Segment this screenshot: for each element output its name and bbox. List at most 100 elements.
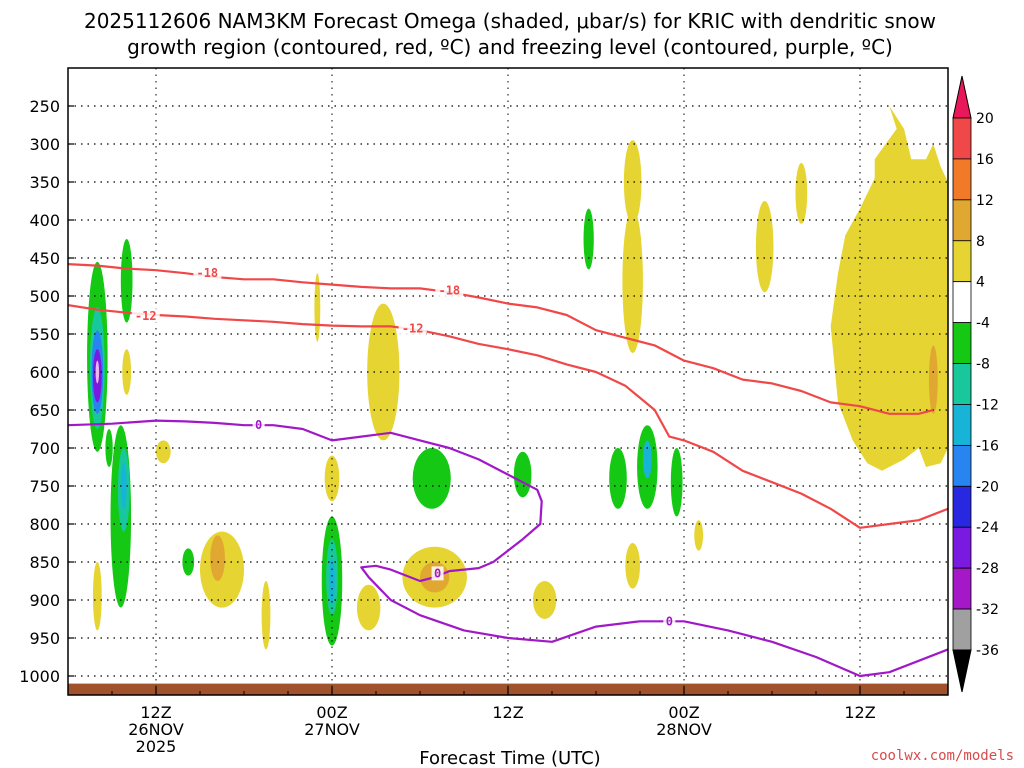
omega-region-15: [210, 535, 225, 581]
colorbar-label-9: -20: [976, 479, 999, 495]
x-tick-label-6-0: 12Z: [140, 703, 171, 722]
y-tick-label-350: 350: [29, 173, 60, 192]
grid-lines: [68, 68, 948, 695]
colorbar-box-11: [952, 567, 972, 610]
colorbar-box-3: [952, 240, 972, 283]
omega-region-40: [830, 106, 948, 471]
contour-label-bg-1: [435, 283, 464, 298]
chart-title-line2: growth region (contoured, red, ºC) and f…: [127, 35, 893, 59]
y-tick-label-550: 550: [29, 325, 60, 344]
colorbar-label-8: -16: [976, 438, 999, 454]
omega-region-33: [625, 543, 641, 589]
colorbar-box-2: [952, 199, 972, 242]
colorbar-box-6: [952, 363, 972, 405]
omega-region-11: [92, 562, 102, 631]
colorbar-label-1: 16: [976, 152, 994, 168]
omega-shading: [87, 106, 948, 650]
omega-region-5: [105, 429, 113, 467]
colorbar-label-4: 4: [976, 275, 985, 291]
contour-label-1: -18: [438, 284, 460, 298]
colorbar-label-3: 8: [976, 234, 985, 250]
colorbar-box-10: [952, 526, 972, 569]
colorbar: 20 16 12 8 4 -4 -8 -12 -16 -20 -24 -28 -32 -36: [952, 75, 999, 693]
contour-label-5: 0: [434, 566, 441, 580]
colorbar-box-9: [952, 485, 972, 528]
contour-label-2: -12: [135, 309, 157, 323]
colorbar-label-13: -36: [976, 643, 999, 659]
omega-region-12: [156, 440, 171, 464]
y-tick-label-800: 800: [29, 515, 60, 534]
contour-dgz_-18: [68, 263, 934, 415]
omega-region-38: [755, 201, 774, 293]
y-tick-label-700: 700: [29, 439, 60, 458]
colorbar-label-6: -8: [976, 357, 990, 373]
contour-label-0: -18: [196, 266, 218, 280]
colorbar-box-0: [952, 117, 972, 160]
colorbar-label-7: -12: [976, 397, 999, 413]
x-tick-label-30-0: 12Z: [492, 703, 523, 722]
y-tick-label-600: 600: [29, 363, 60, 382]
omega-region-4: [95, 360, 100, 384]
x-tick-label-42-0: 00Z: [668, 703, 699, 722]
colorbar-box-1: [952, 158, 972, 201]
colorbar-box-7: [952, 404, 972, 446]
omega-region-9: [120, 238, 133, 323]
contour-dgz_-12: [68, 304, 948, 529]
contour-label-bg-0: [193, 266, 222, 281]
omega-region-37: [694, 520, 704, 551]
contour-label-6: 0: [666, 614, 673, 628]
x-tick-label-42-1: 28NOV: [656, 720, 712, 739]
contour-label-4: 0: [255, 418, 262, 432]
omega-region-27: [513, 451, 532, 498]
omega-region-41: [928, 345, 938, 414]
omega-region-31: [623, 140, 642, 224]
contour-label-bg-3: [398, 321, 427, 336]
colorbar-box-12: [952, 608, 972, 651]
colorbar-bottom-arrow: [952, 649, 972, 693]
omega-region-23: [367, 303, 400, 441]
y-tick-label-950: 950: [29, 629, 60, 648]
contour-label-3: -12: [402, 322, 424, 336]
colorbar-label-0: 20: [976, 111, 994, 127]
omega-region-21: [329, 558, 335, 604]
omega-region-29: [583, 208, 594, 270]
y-tick-label-500: 500: [29, 287, 60, 306]
omega-region-13: [182, 548, 195, 576]
omega-region-36: [670, 448, 683, 517]
y-axis: 250 300 350 400 450 500 550 600 650 700 750 800 850 9…: [19, 97, 74, 686]
omega-region-39: [795, 163, 808, 224]
y-tick-label-900: 900: [29, 591, 60, 610]
x-tick-label-18-1: 27NOV: [304, 720, 360, 739]
colorbar-top-arrow: [952, 75, 972, 119]
colorbar-box-5: [952, 322, 972, 364]
x-tick-label-6-1: 26NOV: [128, 720, 184, 739]
contour-label-bg-4: [252, 418, 265, 433]
colorbar-box-8: [952, 444, 972, 487]
x-tick-label-6-2: 2025: [136, 737, 177, 756]
y-tick-label-400: 400: [29, 211, 60, 230]
y-tick-label-450: 450: [29, 249, 60, 268]
credit-text: coolwx.com/models: [871, 748, 1014, 764]
colorbar-box-4: [952, 281, 972, 324]
omega-region-24: [412, 448, 451, 509]
contour-label-bg-5: [431, 566, 444, 581]
y-tick-label-300: 300: [29, 135, 60, 154]
plot-area: -18 -18 -12 -12 0 0 0: [68, 68, 948, 695]
y-tick-label-750: 750: [29, 477, 60, 496]
x-axis-label: Forecast Time (UTC): [419, 748, 600, 768]
omega-region-32: [622, 208, 643, 353]
y-tick-label-850: 850: [29, 553, 60, 572]
contour-label-bg-6: [663, 614, 676, 629]
colorbar-label-5: -4: [976, 316, 990, 332]
omega-region-30: [609, 448, 627, 509]
omega-region-35: [642, 440, 652, 479]
omega-region-28: [532, 581, 557, 619]
chart-title-line1: 2025112606 NAM3KM Forecast Omega (shaded…: [84, 9, 936, 33]
omega-region-8: [120, 463, 127, 509]
contour-label-bg-2: [131, 308, 160, 323]
y-tick-label-1000: 1000: [19, 667, 60, 686]
x-tick-label-54-0: 12Z: [844, 703, 875, 722]
y-tick-label-250: 250: [29, 97, 60, 116]
